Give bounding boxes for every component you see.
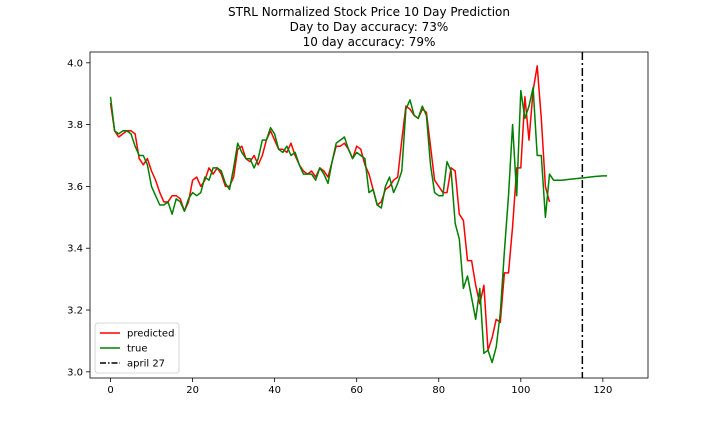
y-tick-label: 3.2 (67, 306, 83, 317)
legend-label: april 27 (127, 359, 165, 370)
plot-area: 0 20 40 60 80 100 120 3.0 3.2 3.4 3.6 3.8 4.0 predict… (67, 51, 649, 396)
x-tick-label: 100 (511, 385, 530, 396)
chart-title-line-1: STRL Normalized Stock Price 10 Day Predi… (228, 5, 510, 19)
chart-title-line-3: 10 day accuracy: 79% (303, 35, 436, 49)
y-tick-label: 4.0 (67, 58, 83, 69)
x-tick-label: 40 (268, 385, 281, 396)
x-tick-label: 60 (350, 385, 363, 396)
x-tick-label: 80 (432, 385, 445, 396)
legend-box (94, 322, 180, 374)
x-tick-label: 20 (186, 385, 199, 396)
x-tick-label: 0 (107, 385, 113, 396)
x-tick-label: 120 (593, 385, 612, 396)
y-tick-label: 3.8 (67, 120, 83, 131)
legend-label: predicted (127, 329, 174, 340)
y-tick-label: 3.6 (67, 182, 83, 193)
y-tick-label: 3.0 (67, 367, 83, 378)
series-line-true (109, 86, 607, 364)
y-tick-label: 3.4 (67, 244, 83, 255)
axes-frame (89, 51, 649, 379)
legend-label: true (127, 344, 148, 355)
chart-title-line-2: Day to Day accuracy: 73% (290, 20, 449, 34)
